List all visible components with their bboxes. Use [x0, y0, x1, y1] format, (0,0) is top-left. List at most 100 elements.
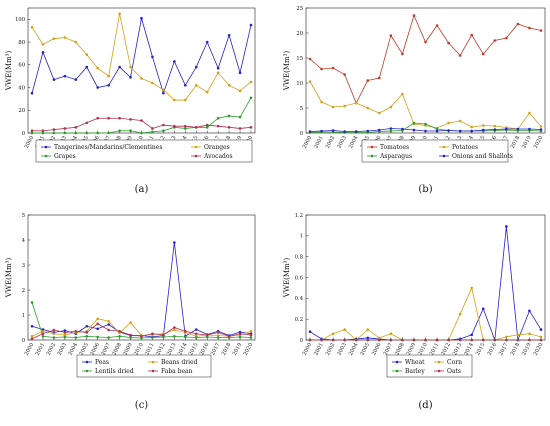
data-point: [493, 39, 497, 42]
data-point: [63, 36, 67, 39]
data-point: [470, 129, 474, 133]
x-tick-label: 2015: [475, 342, 486, 356]
data-point: [458, 119, 462, 123]
data-point: [118, 329, 121, 333]
data-point: [63, 329, 67, 332]
data-point: [107, 131, 110, 135]
data-point: [30, 131, 34, 135]
data-point: [447, 129, 450, 132]
y-tick-label: 4: [22, 238, 26, 244]
legend-swatch-marker: [370, 154, 374, 158]
series-line-2: [310, 286, 542, 341]
x-tick-label: 2016: [487, 342, 498, 356]
data-point: [424, 122, 427, 126]
y-tick-label: 5: [300, 106, 303, 112]
data-point: [470, 33, 474, 37]
legend-label: Wheat: [405, 359, 425, 366]
data-point: [140, 131, 143, 135]
legend-label: Potatoes: [452, 144, 478, 151]
panel-label: (a): [135, 184, 149, 195]
x-tick-label: 2017: [498, 342, 509, 356]
data-point: [30, 324, 34, 328]
data-point: [173, 334, 176, 338]
data-point: [30, 26, 34, 29]
data-point: [447, 121, 450, 125]
data-point: [205, 126, 209, 129]
x-tick-label: 2005: [360, 342, 371, 356]
data-point: [173, 241, 176, 244]
data-point: [320, 338, 323, 342]
data-point: [249, 80, 253, 84]
data-point: [63, 331, 67, 334]
data-point: [447, 338, 450, 342]
data-point: [516, 127, 520, 131]
x-tick-label: 2012: [440, 342, 451, 356]
data-point: [470, 125, 474, 129]
data-point: [216, 71, 220, 75]
legend-swatch-marker: [437, 369, 441, 373]
data-point: [458, 54, 462, 57]
y-tick-label: 20: [18, 108, 25, 114]
data-point: [447, 41, 450, 45]
data-point: [435, 129, 439, 133]
data-point: [41, 131, 45, 135]
data-point: [162, 91, 165, 95]
data-point: [424, 129, 427, 133]
data-point: [516, 338, 520, 342]
data-point: [118, 65, 121, 69]
x-tick-label: 2004: [68, 342, 80, 357]
data-point: [366, 129, 370, 133]
data-point: [354, 101, 358, 105]
y-tick-label: 0.4: [295, 296, 304, 302]
data-point: [354, 338, 358, 342]
x-tick-label: 2001: [35, 342, 46, 356]
y-tick-label: 1.2: [295, 213, 303, 219]
data-point: [151, 127, 154, 130]
data-point: [140, 77, 143, 80]
data-point: [516, 22, 520, 26]
series-line-1: [31, 242, 252, 338]
data-point: [343, 104, 346, 108]
data-point: [378, 111, 381, 115]
data-point: [129, 65, 132, 69]
legend-swatch-marker: [151, 369, 155, 373]
data-point: [238, 127, 242, 130]
data-point: [216, 66, 220, 70]
x-tick-label: 2007: [383, 342, 394, 356]
data-point: [378, 336, 381, 340]
data-point: [129, 76, 132, 79]
x-tick-label: 2013: [452, 342, 463, 356]
legend-label: Asparagus: [379, 153, 412, 160]
data-point: [162, 88, 165, 92]
data-point: [107, 319, 110, 323]
y-tick-label: 80: [18, 40, 25, 46]
data-point: [505, 127, 508, 131]
data-point: [308, 130, 312, 133]
data-point: [343, 73, 346, 76]
data-point: [85, 334, 89, 338]
data-point: [528, 111, 531, 115]
data-point: [470, 338, 474, 342]
x-tick-label: 2002: [46, 342, 57, 356]
y-tick-label: 0.6: [295, 275, 303, 281]
series-line-1: [309, 14, 542, 104]
data-point: [412, 338, 416, 342]
data-point: [505, 36, 508, 40]
x-tick-label: 2009: [406, 342, 417, 356]
x-tick-label: 2005: [79, 342, 90, 356]
data-point: [528, 332, 531, 336]
data-point: [96, 322, 99, 326]
x-tick-label: 2018: [221, 342, 232, 356]
legend-label: Onions and Shallots: [452, 153, 513, 160]
x-tick-label: 2008: [394, 342, 405, 356]
data-point: [470, 333, 474, 337]
data-point: [140, 119, 143, 122]
legend-label: Avocados: [203, 153, 233, 160]
x-tick-label: 2014: [463, 342, 475, 357]
x-tick-label: 2007: [100, 342, 111, 356]
legend-swatch-marker: [395, 369, 399, 373]
data-point: [216, 124, 220, 128]
data-point: [184, 335, 187, 339]
data-point: [63, 333, 67, 337]
